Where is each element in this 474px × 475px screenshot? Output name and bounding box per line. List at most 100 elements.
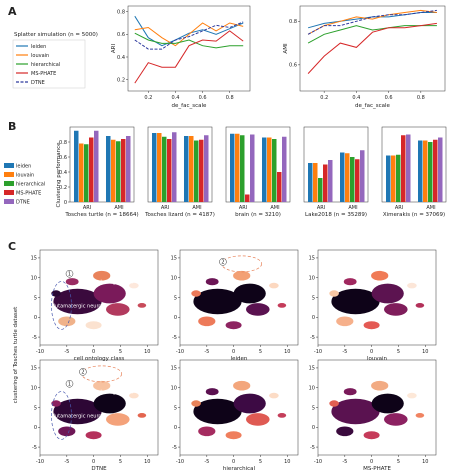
- bar-hierarchical-ami: [116, 141, 121, 202]
- cell-cluster: [371, 380, 389, 391]
- cell-cluster: [225, 321, 242, 330]
- bar-dtne-ari: [172, 132, 177, 202]
- x-tick-label: 0.6: [199, 95, 207, 101]
- cell-cluster: [106, 303, 130, 316]
- bar-louvain-ari: [79, 143, 84, 202]
- category-label: AMI: [348, 205, 357, 211]
- bar-ms-phate-ari: [89, 137, 94, 202]
- cell-cluster: [53, 398, 102, 425]
- bar-leiden-ami: [106, 136, 111, 202]
- y-tick-label: 0.6: [289, 63, 297, 69]
- x-tick-label: 10: [422, 349, 428, 355]
- cell-cluster: [198, 316, 216, 327]
- legend-swatch: [4, 199, 14, 204]
- bar-dtne-ami: [360, 150, 365, 202]
- marker-1-label: 1: [68, 382, 71, 388]
- panel-a-legend: Splatter simulation (n = 5000) leiden lo…: [12, 32, 98, 89]
- umap-panel-label: DTNE: [91, 466, 107, 472]
- x-tick-label: 5: [119, 459, 122, 465]
- x-tick-label: 5: [259, 459, 262, 465]
- umap-panel-ms-phate: -10 -5 0 5 10 15 10 5 0 -5 MS-PHATE: [309, 359, 437, 472]
- y-tick-label: -5: [310, 445, 315, 451]
- x-tick-label: 0.4: [352, 95, 360, 101]
- plot-frame: [127, 5, 251, 92]
- y-axis-label: AMI: [283, 43, 289, 54]
- cell-cluster: [269, 282, 279, 289]
- bar-ms-phate-ami: [433, 139, 438, 202]
- legend-item-ms-phate: MS-PHATE: [4, 190, 41, 197]
- cell-cluster: [363, 431, 380, 440]
- cell-cluster: [343, 278, 357, 286]
- series-line-ms-phate: [307, 22, 437, 74]
- umap-panel-label: MS-PHATE: [363, 466, 391, 472]
- cell-cluster: [384, 303, 408, 316]
- cell-cluster: [331, 288, 380, 315]
- y-tick-label: -5: [172, 445, 177, 451]
- legend-item-leiden: leiden: [4, 163, 31, 170]
- category-label: ARI: [83, 205, 91, 211]
- cell-cluster: [51, 290, 61, 297]
- bar-hierarchical-ami: [428, 142, 433, 202]
- cell-cluster: [415, 413, 425, 418]
- cell-cluster: [93, 380, 111, 391]
- bar-dtne-ari: [406, 134, 411, 202]
- cell-cluster: [233, 270, 251, 281]
- bar-louvain-ami: [423, 140, 428, 202]
- y-tick-label: 0: [312, 425, 315, 431]
- umap-panel-leiden: -10 -5 0 5 10 15 10 5 0 -5 leiden 2: [171, 249, 299, 362]
- bar-dtne-ami: [282, 136, 287, 202]
- legend-label: hierarchical: [31, 62, 60, 68]
- plot-frame: [69, 126, 135, 203]
- cell-cluster: [137, 303, 147, 308]
- bar-dtne-ari: [250, 134, 255, 202]
- bar-louvain-ami: [111, 139, 116, 202]
- cell-cluster: [85, 321, 102, 330]
- x-tick-label: 0: [232, 459, 235, 465]
- bar-leiden-ami: [340, 152, 345, 202]
- y-tick-label: 0.2: [117, 77, 125, 83]
- cell-cluster: [233, 393, 266, 414]
- bar-ylabel: Clustering performance: [56, 142, 62, 208]
- y-tick-label: 0.8: [117, 9, 125, 15]
- series-line-leiden: [134, 15, 244, 47]
- bar-dtne-ami: [126, 136, 131, 202]
- y-tick-label: 0: [174, 425, 177, 431]
- bar-hierarchical-ami: [194, 140, 199, 202]
- y-tick-label: 15: [171, 366, 177, 372]
- legend-label: louvain: [16, 173, 34, 179]
- cell-cluster: [371, 270, 389, 281]
- cell-cluster: [191, 290, 201, 297]
- y-tick-label: 0.2: [59, 185, 67, 191]
- x-tick-label: -10: [176, 459, 184, 465]
- dataset-label: Lake2018 (n = 35289): [305, 212, 367, 218]
- legend-item-hierarchical: hierarchical: [16, 62, 60, 68]
- legend-label: leiden: [16, 164, 31, 170]
- y-tick-label: 0.8: [59, 140, 67, 146]
- cell-cluster: [371, 283, 404, 304]
- y-tick-label: 0.4: [117, 55, 125, 61]
- y-tick-label: 5: [174, 405, 177, 411]
- bar-dtne-ami: [204, 135, 209, 202]
- marker-1-label: 1: [68, 272, 71, 278]
- y-tick-label: 5: [312, 295, 315, 301]
- category-label: AMI: [270, 205, 279, 211]
- y-tick-label: 0: [312, 315, 315, 321]
- x-tick-label: 0.2: [320, 95, 328, 101]
- y-tick-label: -5: [32, 335, 37, 341]
- cell-cluster: [363, 321, 380, 330]
- plot-frame: [299, 5, 446, 92]
- cell-cluster: [331, 398, 380, 425]
- cell-cluster: [233, 283, 266, 304]
- umap-panel-label: hierarchical: [223, 466, 256, 472]
- cell-cluster: [53, 288, 102, 315]
- cell-cluster: [191, 400, 201, 407]
- bar-leiden-ami: [262, 137, 267, 202]
- category-label: AMI: [114, 205, 123, 211]
- x-tick-label: 0: [92, 459, 95, 465]
- umap-panel-label: leiden: [231, 356, 248, 362]
- y-tick-label: 5: [34, 295, 37, 301]
- annotation-ependymoglial: ependymoglial cell: [86, 390, 133, 396]
- x-tick-label: -5: [204, 349, 209, 355]
- cell-cluster: [205, 388, 219, 396]
